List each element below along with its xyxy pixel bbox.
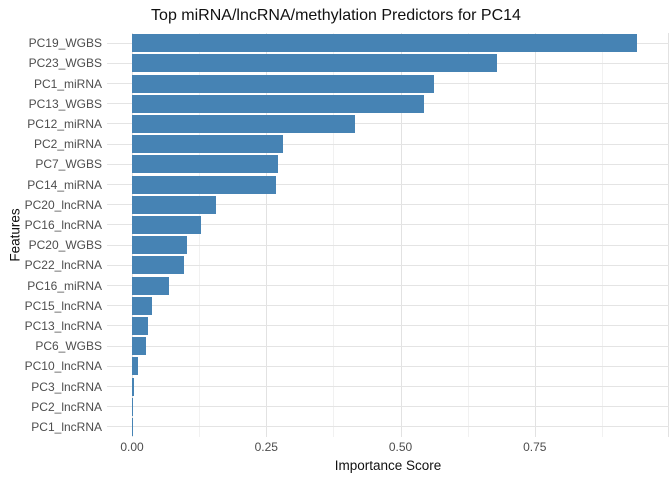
y-tick-label: PC6_WGBS [35, 339, 102, 354]
gridline-vertical-minor [199, 33, 201, 437]
bar-PC2_lncRNA [132, 397, 134, 416]
y-tick-label: PC3_lncRNA [31, 379, 102, 394]
gridline-horizontal [107, 244, 669, 246]
gridline-vertical-major [132, 33, 133, 437]
gridline-horizontal [107, 123, 669, 125]
x-tick-label: 0.50 [388, 440, 413, 454]
x-tick-label: 0.25 [254, 440, 278, 454]
y-tick-label: PC20_WGBS [28, 238, 102, 253]
gridline-vertical-major [534, 33, 536, 437]
gridline-horizontal [107, 406, 669, 408]
gridline-horizontal [107, 204, 669, 206]
y-tick-label: PC1_lncRNA [31, 419, 102, 434]
y-tick-label: PC14_miRNA [27, 177, 102, 192]
gridline-vertical-minor [333, 33, 335, 437]
gridline-vertical-minor [601, 33, 603, 437]
gridline-horizontal [107, 325, 669, 327]
bar-PC22_lncRNA [132, 256, 184, 275]
bar-PC20_WGBS [132, 236, 188, 255]
bar-PC13_lncRNA [132, 316, 149, 335]
gridline-horizontal [107, 365, 669, 367]
y-tick-label: PC19_WGBS [28, 36, 102, 51]
bar-PC23_WGBS [132, 54, 498, 73]
y-tick-label: PC23_WGBS [28, 56, 102, 71]
bar-PC2_miRNA [132, 135, 283, 154]
bar-PC20_lncRNA [132, 195, 217, 214]
y-tick-label: PC13_lncRNA [24, 318, 102, 333]
bar-PC3_lncRNA [132, 377, 134, 396]
bar-PC1_miRNA [132, 74, 434, 93]
gridline-horizontal [107, 386, 669, 387]
bar-PC10_lncRNA [132, 357, 139, 376]
y-tick-label: PC2_miRNA [33, 137, 102, 152]
y-tick-label: PC1_miRNA [33, 76, 102, 91]
y-tick-label: PC10_lncRNA [24, 359, 102, 374]
gridline-horizontal [107, 285, 669, 286]
bar-PC14_miRNA [132, 175, 277, 194]
y-tick-label: PC20_lncRNA [24, 197, 102, 212]
gridline-horizontal [107, 345, 669, 347]
x-tick-label: 0.00 [120, 440, 144, 454]
gridline-horizontal [107, 143, 669, 145]
gridline-horizontal [107, 184, 669, 185]
plot-panel [107, 33, 669, 437]
bar-PC15_lncRNA [132, 296, 153, 315]
chart-title: Top miRNA/lncRNA/methylation Predictors … [151, 7, 521, 24]
x-axis-title: Importance Score [334, 458, 442, 473]
gridline-horizontal [107, 426, 669, 428]
bar-PC13_WGBS [132, 94, 425, 113]
y-axis-tick-labels: PC19_WGBS PC23_WGBS PC1_miRNA PC13_WGBS PC12… [0, 33, 102, 437]
y-tick-label: PC16_lncRNA [24, 217, 102, 232]
bar-PC16_lncRNA [132, 215, 201, 234]
y-tick-label: PC15_lncRNA [24, 298, 102, 313]
y-tick-label: PC13_WGBS [28, 96, 102, 111]
gridline-vertical-major [266, 33, 268, 437]
bar-PC12_miRNA [132, 114, 355, 133]
bar-PC6_WGBS [132, 337, 146, 356]
gridline-vertical-minor [467, 33, 469, 437]
gridline-horizontal [107, 264, 669, 266]
gridline-horizontal [107, 224, 669, 226]
y-tick-label: PC2_lncRNA [31, 399, 102, 414]
y-tick-label: PC12_miRNA [27, 116, 102, 131]
x-tick-label: 0.75 [523, 440, 547, 454]
y-tick-label: PC22_lncRNA [24, 258, 102, 273]
bar-PC7_WGBS [132, 155, 279, 174]
gridline-horizontal [107, 305, 669, 307]
gridline-vertical-major [400, 33, 402, 437]
gridline-vertical-major [668, 33, 669, 437]
y-tick-label: PC16_miRNA [27, 278, 102, 293]
x-axis-tick-labels: 0.00 0.25 0.50 0.75 [107, 440, 669, 454]
bar-PC1_lncRNA [132, 417, 133, 436]
bar-PC16_miRNA [132, 276, 170, 295]
gridline-horizontal [107, 163, 669, 165]
y-tick-label: PC7_WGBS [35, 157, 102, 172]
bar-PC19_WGBS [132, 34, 637, 53]
